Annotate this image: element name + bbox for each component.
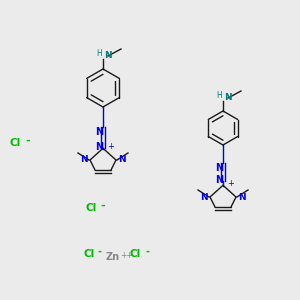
Text: N: N [95,142,103,152]
Text: -: - [98,247,102,257]
Text: N: N [215,163,223,173]
Text: Cl: Cl [130,249,141,259]
Text: ++: ++ [120,250,133,260]
Text: N: N [118,155,126,164]
Text: N: N [95,127,103,137]
Text: -: - [25,136,30,146]
Text: +: + [108,142,114,151]
Text: H: H [96,49,102,58]
Text: -: - [145,247,149,257]
Text: N: N [200,193,208,202]
Text: N: N [238,193,246,202]
Text: N: N [80,155,88,164]
Text: N: N [104,52,112,61]
Text: Cl: Cl [85,203,96,213]
Text: N: N [215,175,223,185]
Text: H: H [216,91,222,100]
Text: -: - [100,201,105,211]
Text: Zn: Zn [106,252,120,262]
Text: Cl: Cl [83,249,94,259]
Text: N: N [224,94,232,103]
Text: +: + [228,179,234,188]
Text: Cl: Cl [10,138,21,148]
